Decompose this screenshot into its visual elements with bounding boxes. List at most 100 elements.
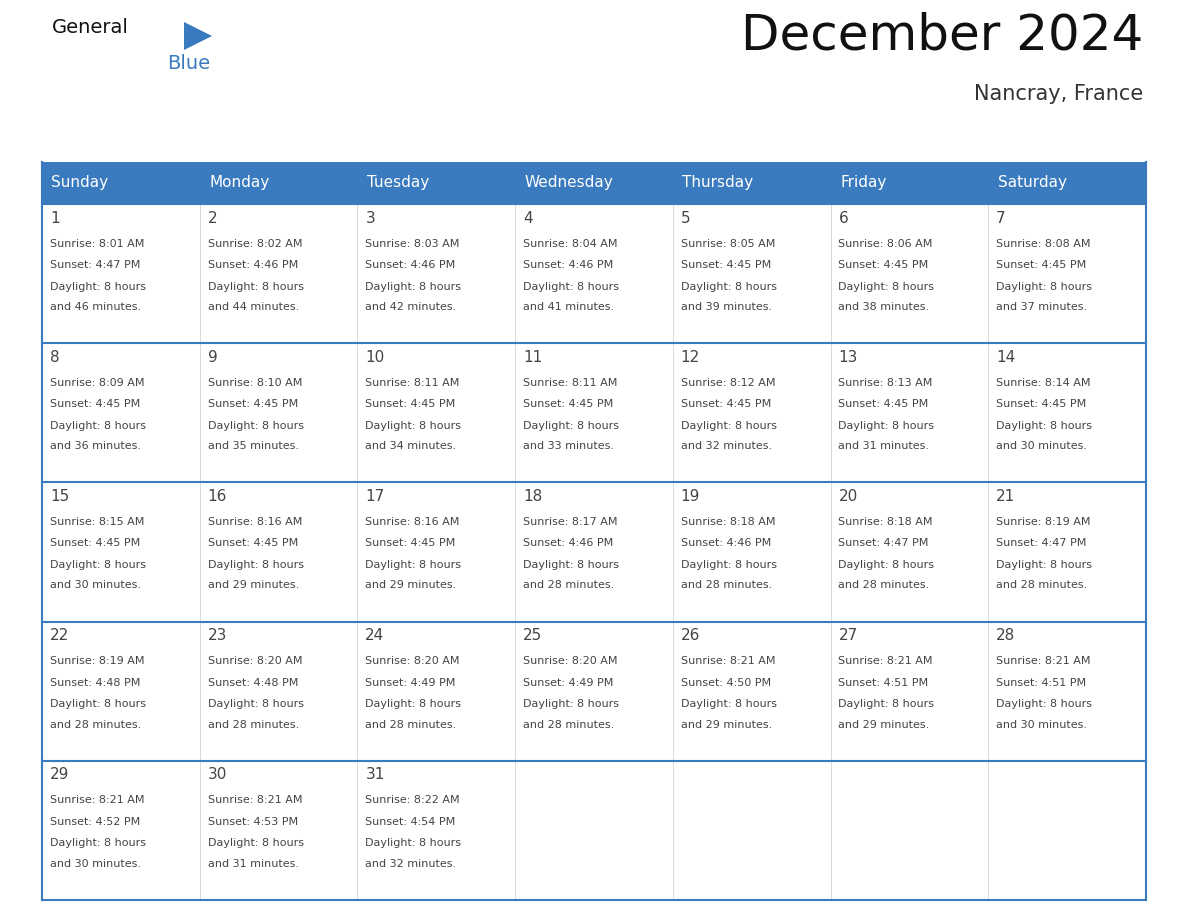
Text: Daylight: 8 hours: Daylight: 8 hours bbox=[997, 420, 1092, 431]
Text: Daylight: 8 hours: Daylight: 8 hours bbox=[839, 560, 935, 570]
Text: 19: 19 bbox=[681, 489, 700, 504]
Polygon shape bbox=[184, 22, 211, 50]
Bar bbox=[672, 621, 830, 761]
Text: and 29 minutes.: and 29 minutes. bbox=[208, 580, 299, 590]
Bar bbox=[200, 162, 358, 204]
Text: 1: 1 bbox=[50, 210, 59, 226]
Text: Sunday: Sunday bbox=[51, 175, 108, 191]
Text: Daylight: 8 hours: Daylight: 8 hours bbox=[997, 282, 1092, 292]
Bar bbox=[988, 621, 1146, 761]
Text: 12: 12 bbox=[681, 350, 700, 364]
Text: Sunset: 4:45 PM: Sunset: 4:45 PM bbox=[366, 399, 455, 409]
Text: Sunrise: 8:01 AM: Sunrise: 8:01 AM bbox=[50, 239, 144, 249]
Text: Daylight: 8 hours: Daylight: 8 hours bbox=[50, 420, 146, 431]
Text: Sunrise: 8:14 AM: Sunrise: 8:14 AM bbox=[997, 377, 1091, 387]
Text: Sunrise: 8:19 AM: Sunrise: 8:19 AM bbox=[997, 517, 1091, 527]
Text: Sunrise: 8:22 AM: Sunrise: 8:22 AM bbox=[366, 795, 460, 805]
Bar bbox=[672, 204, 830, 343]
Text: 7: 7 bbox=[997, 210, 1006, 226]
Text: Sunset: 4:47 PM: Sunset: 4:47 PM bbox=[997, 538, 1087, 548]
Bar bbox=[830, 761, 988, 900]
Bar bbox=[358, 162, 516, 204]
Text: and 41 minutes.: and 41 minutes. bbox=[523, 302, 614, 312]
Bar bbox=[516, 621, 672, 761]
Text: and 30 minutes.: and 30 minutes. bbox=[997, 442, 1087, 452]
Text: and 32 minutes.: and 32 minutes. bbox=[366, 859, 456, 868]
Text: and 28 minutes.: and 28 minutes. bbox=[523, 580, 614, 590]
Text: Sunrise: 8:05 AM: Sunrise: 8:05 AM bbox=[681, 239, 775, 249]
Text: Friday: Friday bbox=[840, 175, 886, 191]
Text: Sunrise: 8:18 AM: Sunrise: 8:18 AM bbox=[681, 517, 776, 527]
Bar bbox=[516, 343, 672, 482]
Text: 20: 20 bbox=[839, 489, 858, 504]
Text: 2: 2 bbox=[208, 210, 217, 226]
Text: 27: 27 bbox=[839, 628, 858, 644]
Text: Daylight: 8 hours: Daylight: 8 hours bbox=[523, 700, 619, 709]
Text: Daylight: 8 hours: Daylight: 8 hours bbox=[997, 560, 1092, 570]
Bar bbox=[42, 761, 200, 900]
Text: and 28 minutes.: and 28 minutes. bbox=[523, 720, 614, 730]
Text: Daylight: 8 hours: Daylight: 8 hours bbox=[681, 560, 777, 570]
Bar bbox=[200, 621, 358, 761]
Text: Sunset: 4:51 PM: Sunset: 4:51 PM bbox=[997, 677, 1086, 688]
Text: Sunset: 4:50 PM: Sunset: 4:50 PM bbox=[681, 677, 771, 688]
Text: and 30 minutes.: and 30 minutes. bbox=[50, 580, 141, 590]
Text: Sunset: 4:48 PM: Sunset: 4:48 PM bbox=[50, 677, 140, 688]
Text: Daylight: 8 hours: Daylight: 8 hours bbox=[208, 282, 304, 292]
Text: Monday: Monday bbox=[209, 175, 270, 191]
Bar bbox=[830, 621, 988, 761]
Text: and 33 minutes.: and 33 minutes. bbox=[523, 442, 614, 452]
Text: Nancray, France: Nancray, France bbox=[974, 84, 1143, 104]
Text: 22: 22 bbox=[50, 628, 69, 644]
Bar bbox=[516, 482, 672, 621]
Text: Daylight: 8 hours: Daylight: 8 hours bbox=[839, 282, 935, 292]
Text: Daylight: 8 hours: Daylight: 8 hours bbox=[997, 700, 1092, 709]
Bar bbox=[42, 482, 200, 621]
Text: 6: 6 bbox=[839, 210, 848, 226]
Text: Sunset: 4:54 PM: Sunset: 4:54 PM bbox=[366, 817, 455, 827]
Bar bbox=[988, 482, 1146, 621]
Text: and 28 minutes.: and 28 minutes. bbox=[681, 580, 772, 590]
Text: and 28 minutes.: and 28 minutes. bbox=[50, 720, 141, 730]
Text: December 2024: December 2024 bbox=[741, 12, 1143, 60]
Text: Sunset: 4:45 PM: Sunset: 4:45 PM bbox=[839, 260, 929, 270]
Bar bbox=[830, 343, 988, 482]
Text: and 34 minutes.: and 34 minutes. bbox=[366, 442, 456, 452]
Bar bbox=[672, 343, 830, 482]
Text: 11: 11 bbox=[523, 350, 542, 364]
Bar bbox=[358, 343, 516, 482]
Text: and 29 minutes.: and 29 minutes. bbox=[681, 720, 772, 730]
Bar bbox=[516, 162, 672, 204]
Bar bbox=[42, 204, 200, 343]
Text: Daylight: 8 hours: Daylight: 8 hours bbox=[366, 282, 461, 292]
Text: Sunrise: 8:10 AM: Sunrise: 8:10 AM bbox=[208, 377, 302, 387]
Text: Sunset: 4:47 PM: Sunset: 4:47 PM bbox=[839, 538, 929, 548]
Text: Sunset: 4:48 PM: Sunset: 4:48 PM bbox=[208, 677, 298, 688]
Text: Sunrise: 8:03 AM: Sunrise: 8:03 AM bbox=[366, 239, 460, 249]
Text: Sunrise: 8:21 AM: Sunrise: 8:21 AM bbox=[997, 656, 1091, 666]
Text: Blue: Blue bbox=[166, 54, 210, 73]
Text: Sunset: 4:45 PM: Sunset: 4:45 PM bbox=[208, 399, 298, 409]
Text: and 35 minutes.: and 35 minutes. bbox=[208, 442, 298, 452]
Text: Thursday: Thursday bbox=[682, 175, 753, 191]
Bar bbox=[830, 162, 988, 204]
Text: Sunrise: 8:18 AM: Sunrise: 8:18 AM bbox=[839, 517, 933, 527]
Bar bbox=[830, 204, 988, 343]
Text: and 30 minutes.: and 30 minutes. bbox=[50, 859, 141, 868]
Text: and 28 minutes.: and 28 minutes. bbox=[366, 720, 456, 730]
Text: and 37 minutes.: and 37 minutes. bbox=[997, 302, 1087, 312]
Text: Sunset: 4:45 PM: Sunset: 4:45 PM bbox=[366, 538, 455, 548]
Text: 16: 16 bbox=[208, 489, 227, 504]
Bar bbox=[358, 761, 516, 900]
Text: Sunset: 4:52 PM: Sunset: 4:52 PM bbox=[50, 817, 140, 827]
Text: and 28 minutes.: and 28 minutes. bbox=[839, 580, 930, 590]
Text: 10: 10 bbox=[366, 350, 385, 364]
Text: and 46 minutes.: and 46 minutes. bbox=[50, 302, 141, 312]
Text: Sunset: 4:46 PM: Sunset: 4:46 PM bbox=[366, 260, 455, 270]
Text: Wednesday: Wednesday bbox=[525, 175, 613, 191]
Text: Sunset: 4:45 PM: Sunset: 4:45 PM bbox=[681, 260, 771, 270]
Text: 3: 3 bbox=[366, 210, 375, 226]
Text: and 28 minutes.: and 28 minutes. bbox=[208, 720, 299, 730]
Text: Sunrise: 8:21 AM: Sunrise: 8:21 AM bbox=[681, 656, 776, 666]
Text: Sunrise: 8:17 AM: Sunrise: 8:17 AM bbox=[523, 517, 618, 527]
